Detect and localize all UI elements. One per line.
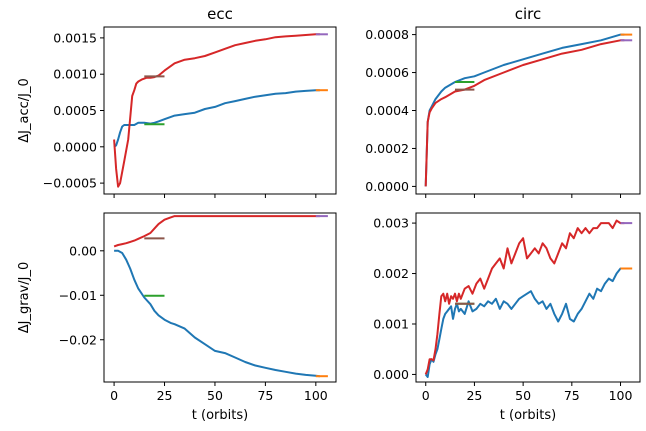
y-tick-label: 0.0002 <box>365 141 409 156</box>
panel-bottom-right: 0 25 50 75 100 0.000 0.001 0.002 0.003 t (orbits) <box>373 212 641 423</box>
series-red-line <box>113 33 320 188</box>
x-tick-label: 50 <box>207 388 223 403</box>
x-tick-label: 0 <box>422 388 430 403</box>
x-tick-label: 25 <box>466 388 482 403</box>
y-tick-label: 0.0000 <box>53 139 97 154</box>
panel-top-left: −0.0005 0.0000 0.0005 0.0010 0.0015 ecc ΔJ_acc… <box>17 5 337 198</box>
x-tick-label: 75 <box>257 388 273 403</box>
series-red-line <box>113 215 320 248</box>
x-tick-label: 75 <box>564 388 580 403</box>
axes-frame <box>415 26 641 195</box>
y-tick-label: 0.0006 <box>365 65 409 80</box>
y-tick-label: 0.001 <box>373 316 409 331</box>
axes-frame <box>103 212 337 383</box>
y-tick-label: 0.002 <box>373 266 409 281</box>
axes-frame <box>415 212 641 383</box>
y-tick-label: 0.00 <box>69 243 97 258</box>
panel-title: ecc <box>207 5 233 23</box>
x-axis-label: t (orbits) <box>192 408 248 423</box>
y-tick-label: 0.000 <box>373 367 409 382</box>
y-axis-label: ΔJ_acc/J_0 <box>17 78 32 142</box>
series-blue-line <box>424 33 625 187</box>
series-red-line <box>424 219 625 375</box>
y-tick-label: 0.0008 <box>365 27 409 42</box>
y-tick-label: −0.0005 <box>43 176 97 191</box>
series-red-line <box>424 39 625 187</box>
y-tick-label: −0.01 <box>59 288 97 303</box>
y-tick-label: 0.0004 <box>365 103 409 118</box>
x-tick-label: 100 <box>304 388 328 403</box>
axes-frame <box>103 26 337 195</box>
panel-bottom-left: 0 25 50 75 100 0.00 −0.01 −0.02 t (orbits) ΔJ_gra… <box>17 212 337 423</box>
panel-title: circ <box>515 5 542 23</box>
x-tick-label: 50 <box>515 388 531 403</box>
x-tick-label: 0 <box>110 388 118 403</box>
y-tick-label: 0.0010 <box>53 67 97 82</box>
series-blue-line <box>424 267 625 378</box>
series-blue-line <box>114 249 320 378</box>
x-axis-label: t (orbits) <box>500 408 556 423</box>
y-tick-label: 0.0015 <box>53 30 97 45</box>
y-tick-label: 0.0000 <box>365 179 409 194</box>
x-tick-label: 100 <box>609 388 633 403</box>
panel-top-right: 0.0000 0.0002 0.0004 0.0006 0.0008 circ <box>365 5 641 198</box>
x-tick-label: 25 <box>157 388 173 403</box>
series-blue-line <box>113 89 320 148</box>
y-tick-label: 0.0005 <box>53 103 97 118</box>
y-tick-label: −0.02 <box>59 332 97 347</box>
y-tick-label: 0.003 <box>373 216 409 231</box>
y-axis-label: ΔJ_grav/J_0 <box>17 262 32 333</box>
